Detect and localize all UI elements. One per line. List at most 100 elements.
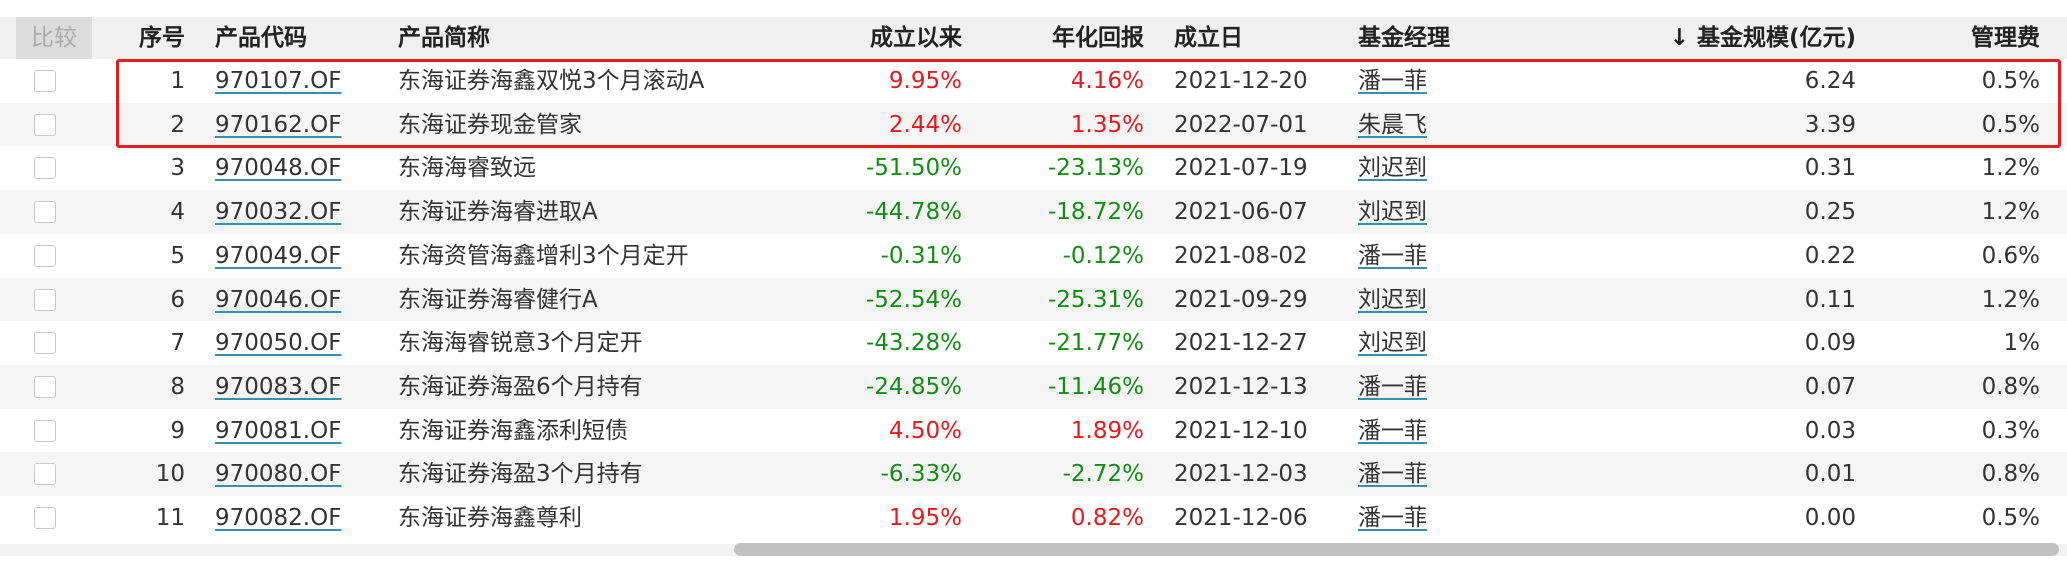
cell: 9 (170, 417, 185, 444)
cell: 0.25 (1804, 199, 1856, 226)
cell: 2021-12-03 (1174, 461, 1308, 488)
cell: 东海资管海鑫增利3个月定开 (398, 242, 689, 269)
cell: 0.82% (1070, 505, 1144, 531)
column-header[interactable]: ↓ 基金规模(亿元) (1669, 25, 1856, 51)
checkbox[interactable] (34, 463, 56, 486)
cell: 1.35% (1070, 111, 1144, 138)
cell: 8 (170, 373, 185, 400)
cell: 1 (170, 68, 185, 94)
cell: 0.07 (1804, 373, 1856, 400)
manager[interactable]: 刘迟到 (1358, 199, 1427, 226)
scroll-thumb[interactable] (734, 543, 2059, 556)
cell: 2022-07-01 (1174, 111, 1308, 138)
fund-code[interactable]: 970083.OF (215, 373, 342, 400)
fund-code[interactable]: 970050.OF (215, 330, 342, 357)
fund-code[interactable]: 970032.OF (215, 199, 342, 226)
cell: 0.5% (1981, 505, 2040, 531)
cell: 2021-12-13 (1174, 373, 1308, 400)
cell: 1.2% (1981, 199, 2040, 226)
cell: 7 (170, 330, 185, 357)
cell: 10 (155, 461, 185, 488)
fund-code[interactable]: 970107.OF (215, 68, 342, 94)
cell: 东海证券现金管家 (398, 111, 582, 138)
cell: 3 (170, 155, 185, 182)
table-row (0, 496, 2067, 540)
manager[interactable]: 潘一菲 (1358, 505, 1427, 531)
column-header: 产品简称 (398, 25, 490, 51)
cell: 0.5% (1981, 68, 2040, 94)
compare-box (16, 17, 92, 59)
cell: 0.11 (1804, 286, 1856, 313)
cell: -0.12% (1062, 242, 1144, 269)
checkbox[interactable] (34, 201, 56, 224)
manager[interactable]: 刘迟到 (1358, 286, 1427, 313)
checkbox[interactable] (34, 419, 56, 442)
cell: -2.72% (1062, 461, 1144, 488)
fund-code[interactable]: 970046.OF (215, 286, 342, 313)
fund-code[interactable]: 970082.OF (215, 505, 342, 531)
cell: 0.01 (1804, 461, 1856, 488)
fund-code[interactable]: 970081.OF (215, 417, 342, 444)
cell: 1.89% (1070, 417, 1144, 444)
cell: 0.31 (1804, 155, 1856, 182)
fund-code[interactable]: 970048.OF (215, 155, 342, 182)
cell: 0.03 (1804, 417, 1856, 444)
manager[interactable]: 刘迟到 (1358, 155, 1427, 182)
fund-code[interactable]: 970162.OF (215, 111, 342, 138)
fund-code[interactable]: 970080.OF (215, 461, 342, 488)
manager[interactable]: 潘一菲 (1358, 417, 1427, 444)
cell: 东海海睿锐意3个月定开 (398, 330, 643, 357)
cell: 5 (170, 242, 185, 269)
column-header: 比较 (31, 25, 77, 51)
fund-code[interactable]: 970049.OF (215, 242, 342, 269)
cell: 东海证券海睿健行A (398, 286, 598, 313)
cell: 9.95% (888, 68, 962, 94)
cell: 东海证券海鑫双悦3个月滚动A (398, 68, 705, 94)
cell: -21.77% (1048, 330, 1144, 357)
checkbox[interactable] (34, 288, 56, 311)
checkbox[interactable] (34, 113, 56, 136)
cell: 东海证券海鑫尊利 (398, 505, 582, 531)
cell: 1% (2003, 330, 2041, 357)
cell: 6.24 (1804, 68, 1856, 94)
column-header: 序号 (139, 25, 185, 51)
cell: 0.6% (1981, 242, 2040, 269)
column-header: 年化回报 (1052, 25, 1144, 51)
manager[interactable]: 朱晨飞 (1358, 111, 1427, 138)
checkbox[interactable] (34, 507, 56, 529)
cell: 1.95% (888, 505, 962, 531)
manager[interactable]: 潘一菲 (1358, 242, 1427, 269)
cell: -44.78% (866, 199, 962, 226)
checkbox[interactable] (34, 375, 56, 398)
cell: 东海海睿致远 (398, 155, 536, 182)
cell: 0.09 (1804, 330, 1856, 357)
cell: -23.13% (1048, 155, 1144, 182)
column-header: 成立日 (1174, 25, 1243, 51)
checkbox[interactable] (34, 332, 56, 355)
cell: -0.31% (880, 242, 962, 269)
cell: 2 (170, 111, 185, 138)
cell: 11 (155, 505, 185, 531)
manager[interactable]: 刘迟到 (1358, 330, 1427, 357)
cell: -25.31% (1048, 286, 1144, 313)
manager[interactable]: 潘一菲 (1358, 373, 1427, 400)
cell: 0.22 (1804, 242, 1856, 269)
table-row (0, 408, 2067, 453)
checkbox[interactable] (34, 157, 56, 180)
cell: 2021-08-02 (1174, 242, 1308, 269)
manager[interactable]: 潘一菲 (1358, 68, 1427, 94)
checkbox[interactable] (34, 244, 56, 267)
cell: -6.33% (880, 461, 962, 488)
cell: 0.3% (1981, 417, 2040, 444)
table-row (0, 59, 2067, 103)
cell: -18.72% (1048, 199, 1144, 226)
cell: 0.5% (1981, 111, 2040, 138)
cell: -11.46% (1048, 373, 1144, 400)
cell: -52.54% (866, 286, 962, 313)
cell: 0.8% (1981, 461, 2040, 488)
checkbox[interactable] (34, 70, 56, 92)
cell: 6 (170, 286, 185, 313)
column-header: 基金经理 (1358, 25, 1450, 51)
manager[interactable]: 潘一菲 (1358, 461, 1427, 488)
cell: 2021-12-10 (1174, 417, 1308, 444)
